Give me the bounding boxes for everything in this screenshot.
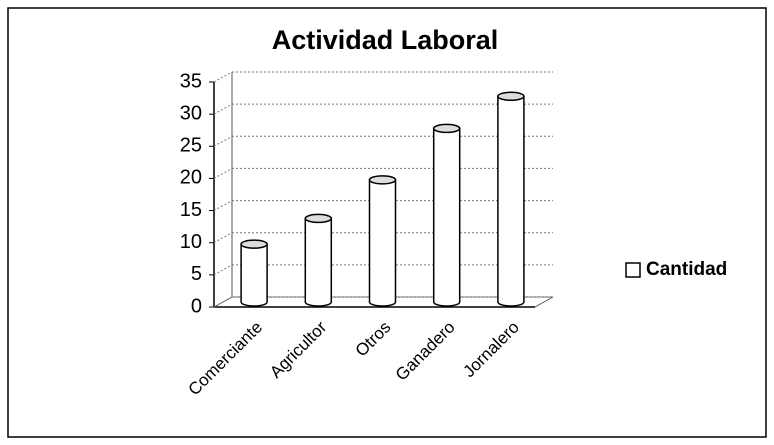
grid-side xyxy=(213,71,233,83)
bar-body xyxy=(368,179,397,307)
bar-top xyxy=(240,239,268,249)
bar-body xyxy=(497,95,525,307)
grid-side xyxy=(213,232,233,244)
legend-swatch xyxy=(625,262,641,278)
grid-side xyxy=(213,167,233,179)
bar-top xyxy=(497,91,525,102)
bar xyxy=(497,91,525,307)
y-tick-label: 30 xyxy=(180,102,202,124)
bar-top xyxy=(304,213,333,224)
y-tick-label: 0 xyxy=(191,295,202,317)
bar-body xyxy=(432,127,461,307)
bar-top xyxy=(368,175,397,185)
bar-body xyxy=(304,217,333,307)
grid-side xyxy=(213,296,233,308)
bar xyxy=(304,213,333,307)
grid-side xyxy=(213,200,233,212)
bar-top xyxy=(432,123,461,134)
bar xyxy=(432,123,461,307)
bar-body xyxy=(240,243,268,307)
y-tick-label: 10 xyxy=(180,231,202,253)
grid-side xyxy=(213,103,233,115)
y-tick-label: 35 xyxy=(180,70,202,92)
y-tick-label: 25 xyxy=(180,135,202,157)
y-tick-label: 15 xyxy=(180,199,202,221)
y-tick-label: 5 xyxy=(191,263,202,285)
legend-label: Cantidad xyxy=(646,259,727,280)
grid-side xyxy=(213,264,233,276)
bar xyxy=(240,239,268,307)
bar xyxy=(368,175,397,307)
y-tick-label: 20 xyxy=(180,167,202,189)
chart-title: Actividad Laboral xyxy=(272,25,499,55)
grid-side xyxy=(213,135,233,147)
